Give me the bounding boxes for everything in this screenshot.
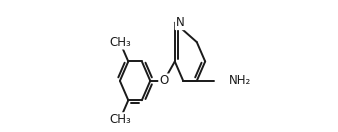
Text: NH₂: NH₂ bbox=[228, 74, 251, 87]
Text: CH₃: CH₃ bbox=[109, 36, 131, 49]
Text: O: O bbox=[159, 74, 168, 87]
Text: N: N bbox=[176, 16, 185, 29]
Text: CH₃: CH₃ bbox=[109, 113, 131, 126]
